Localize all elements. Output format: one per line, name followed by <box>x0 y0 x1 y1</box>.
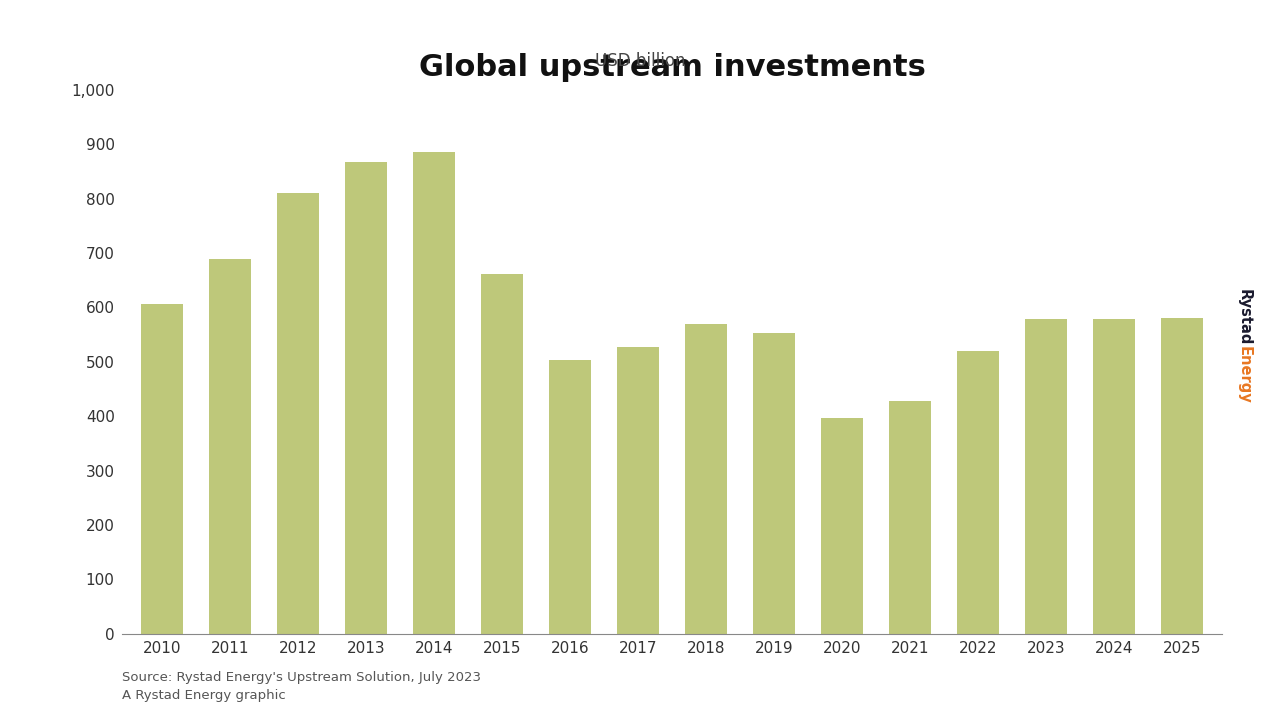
Bar <box>1161 318 1203 634</box>
Bar <box>141 304 183 634</box>
Bar <box>481 274 524 634</box>
Bar <box>209 258 251 634</box>
Bar <box>956 351 998 634</box>
Bar <box>278 193 319 634</box>
Text: USD billion: USD billion <box>595 52 685 70</box>
Title: Global upstream investments: Global upstream investments <box>419 53 925 82</box>
Text: Source: Rystad Energy's Upstream Solution, July 2023
A Rystad Energy graphic: Source: Rystad Energy's Upstream Solutio… <box>122 671 480 702</box>
Bar <box>888 402 931 634</box>
Text: Rystad: Rystad <box>1236 289 1252 346</box>
Bar <box>346 162 388 634</box>
Bar <box>549 359 591 634</box>
Bar <box>820 418 863 634</box>
Bar <box>1093 320 1135 634</box>
Bar <box>617 346 659 634</box>
Bar <box>753 333 795 634</box>
Bar <box>685 324 727 634</box>
Text: Energy: Energy <box>1236 346 1252 403</box>
Bar <box>1025 320 1066 634</box>
Bar <box>413 152 456 634</box>
